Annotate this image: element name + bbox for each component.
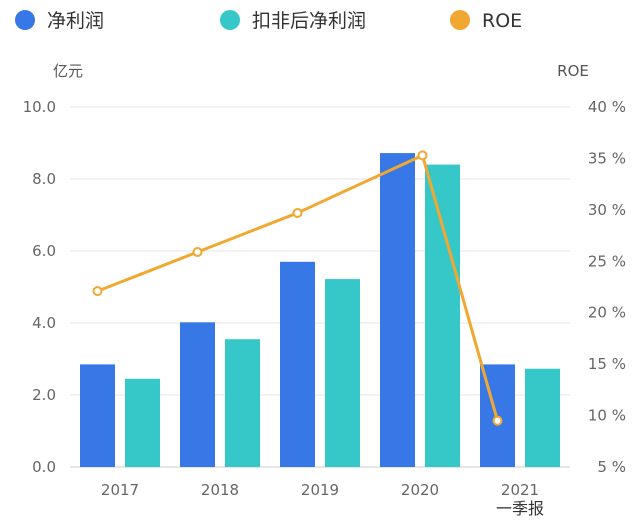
bar-net-profit: [280, 261, 315, 467]
y-tick-label: 8.0: [32, 170, 56, 188]
legend-swatch: [450, 10, 470, 30]
legend-label: 扣非后净利润: [252, 10, 366, 32]
y2-tick-label: 35 %: [588, 149, 626, 167]
y2-tick-label: 30 %: [588, 201, 626, 219]
y-tick-label: 10.0: [23, 98, 56, 116]
roe-point: [292, 207, 303, 218]
bar-adjusted-net-profit: [125, 378, 160, 467]
legend-swatch: [220, 10, 240, 30]
bars: [80, 153, 560, 467]
legend: 净利润 扣非后净利润 ROE: [15, 10, 522, 32]
y2-tick-label: 40 %: [588, 98, 626, 116]
legend-label: 净利润: [47, 10, 104, 32]
roe-point: [417, 150, 428, 161]
y2-tick-label: 5 %: [597, 458, 626, 476]
y2-tick-label: 10 %: [588, 407, 626, 425]
bar-net-profit: [180, 322, 215, 467]
y2-axis-unit-label: ROE: [557, 62, 589, 80]
bar-adjusted-net-profit: [325, 279, 360, 467]
roe-point: [92, 286, 103, 297]
x-tick-label: 2021: [501, 481, 539, 499]
y-tick-label: 6.0: [32, 242, 56, 260]
y2-tick-label: 25 %: [588, 252, 626, 270]
y-axis-unit-label: 亿元: [53, 62, 83, 80]
roe-point: [192, 247, 203, 258]
x-tick-label: 2018: [201, 481, 239, 499]
bar-adjusted-net-profit: [225, 339, 260, 467]
roe-point: [492, 415, 503, 426]
y-tick-label: 2.0: [32, 386, 56, 404]
legend-swatch: [15, 10, 35, 30]
left-axis-ticks: 0.0 2.0 4.0 6.0 8.0 10.0: [23, 98, 56, 476]
x-tick-label: 2019: [301, 481, 339, 499]
roe-line-series: [92, 150, 503, 426]
bar-adjusted-net-profit: [425, 164, 460, 467]
y2-tick-label: 20 %: [588, 304, 626, 322]
y-tick-label: 0.0: [32, 458, 56, 476]
x-tick-label: 2020: [401, 481, 439, 499]
x-tick-label: 2017: [101, 481, 139, 499]
bar-adjusted-net-profit: [525, 368, 560, 467]
bar-net-profit: [380, 153, 415, 467]
y-tick-label: 4.0: [32, 314, 56, 332]
y2-tick-label: 15 %: [588, 355, 626, 373]
bar-net-profit: [80, 364, 115, 467]
right-axis-ticks: 5 % 10 % 15 % 20 % 25 % 30 % 35 % 40 %: [588, 98, 626, 476]
x-tick-sublabel: 一季报: [496, 499, 544, 518]
legend-label: ROE: [482, 10, 522, 32]
